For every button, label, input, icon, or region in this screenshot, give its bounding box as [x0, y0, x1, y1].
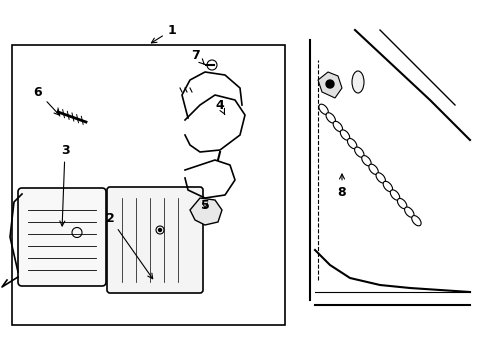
Circle shape — [325, 80, 333, 88]
Ellipse shape — [397, 198, 406, 209]
Polygon shape — [317, 72, 341, 98]
Text: 5: 5 — [200, 198, 209, 212]
Text: 8: 8 — [337, 174, 346, 198]
Text: 2: 2 — [105, 212, 152, 279]
Ellipse shape — [389, 190, 399, 200]
Ellipse shape — [411, 216, 420, 226]
Ellipse shape — [340, 130, 349, 140]
Ellipse shape — [347, 139, 356, 149]
Text: 3: 3 — [60, 144, 69, 226]
Text: 4: 4 — [215, 99, 224, 114]
Ellipse shape — [332, 121, 342, 131]
Text: 7: 7 — [190, 49, 204, 64]
Text: 1: 1 — [151, 23, 176, 43]
Ellipse shape — [383, 181, 392, 192]
FancyBboxPatch shape — [107, 187, 203, 293]
Polygon shape — [190, 198, 222, 225]
Ellipse shape — [354, 147, 363, 157]
Bar — [12, 45, 285, 325]
Text: 6: 6 — [34, 85, 59, 115]
Ellipse shape — [351, 71, 363, 93]
Ellipse shape — [325, 113, 335, 123]
Ellipse shape — [404, 207, 413, 217]
Circle shape — [158, 229, 161, 231]
Ellipse shape — [368, 164, 378, 174]
Ellipse shape — [375, 173, 385, 183]
Ellipse shape — [361, 156, 370, 166]
FancyBboxPatch shape — [18, 188, 106, 286]
Ellipse shape — [318, 104, 327, 114]
